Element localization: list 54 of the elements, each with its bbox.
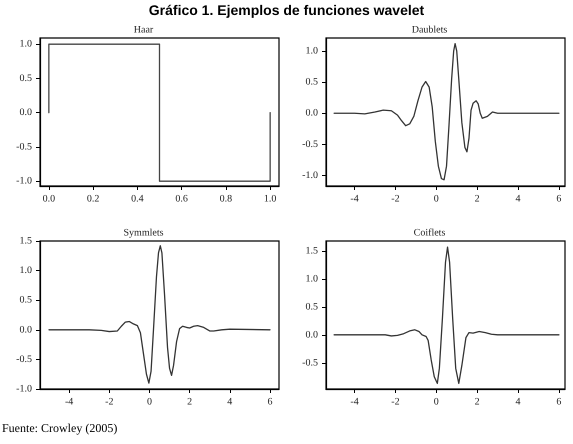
x-tick-label: -2 xyxy=(391,396,400,408)
y-tick-label: -1.0 xyxy=(16,384,32,394)
y-tick-label: -0.5 xyxy=(302,138,318,150)
y-tick-label: 1.0 xyxy=(20,38,32,50)
y-tick-label: 1.0 xyxy=(306,46,318,57)
y-tick-label: -0.5 xyxy=(16,141,32,152)
chart-title: Haar xyxy=(134,24,154,36)
y-tick-label: 0.5 xyxy=(20,72,32,84)
x-tick-label: 0.4 xyxy=(131,194,144,204)
chart-title: Coiflets xyxy=(414,228,446,238)
x-tick-label: 0 xyxy=(434,194,439,204)
y-tick-label: 0.5 xyxy=(306,301,318,312)
y-tick-label: 0.5 xyxy=(306,76,318,88)
y-tick-label: 0.0 xyxy=(306,329,318,340)
x-tick-label: 2 xyxy=(187,396,192,408)
y-tick-label: 0.0 xyxy=(306,108,318,119)
y-tick-label: -0.5 xyxy=(16,354,32,365)
x-tick-label: -4 xyxy=(350,194,359,204)
x-tick-label: 4 xyxy=(516,194,521,204)
y-tick-label: -1.0 xyxy=(16,176,32,187)
x-tick-label: -2 xyxy=(105,396,114,408)
y-tick-label: -0.5 xyxy=(302,357,318,368)
y-tick-label: 0.0 xyxy=(20,107,32,118)
source-note: Fuente: Crowley (2005) xyxy=(2,421,118,436)
x-tick-label: 4 xyxy=(227,396,232,408)
x-tick-label: 1.0 xyxy=(264,194,276,204)
line-series xyxy=(334,246,560,384)
chart-title: Symmlets xyxy=(123,228,164,238)
y-tick-label: 1.0 xyxy=(306,273,318,284)
x-tick-label: 0 xyxy=(434,396,439,408)
y-tick-label: 1.5 xyxy=(306,246,318,257)
x-tick-label: 0.6 xyxy=(175,194,188,204)
text: Gráfico 1. Ejemplos de funciones wavelet xyxy=(148,2,426,18)
x-tick-label: 0 xyxy=(146,396,152,408)
x-tick-label: 0.2 xyxy=(86,194,100,204)
x-tick-label: 0.8 xyxy=(220,194,232,204)
x-tick-label: -4 xyxy=(350,396,359,408)
x-tick-label: 6 xyxy=(267,396,272,408)
y-tick-label: 0.0 xyxy=(20,324,32,336)
x-tick-label: -2 xyxy=(391,194,400,204)
y-tick-label: 1.5 xyxy=(20,236,32,246)
line-series xyxy=(334,42,560,180)
x-tick-label: 0.0 xyxy=(42,194,56,204)
x-tick-label: 2 xyxy=(474,396,480,408)
chart-title: Daublets xyxy=(412,24,448,36)
x-tick-label: 4 xyxy=(516,396,521,408)
x-tick-label: 6 xyxy=(556,396,562,408)
x-tick-label: 6 xyxy=(556,194,562,204)
line-series xyxy=(48,245,271,384)
x-tick-label: 2 xyxy=(474,194,480,204)
x-tick-label: -4 xyxy=(64,396,74,408)
y-tick-label: -1.0 xyxy=(302,170,318,181)
y-tick-label: 0.5 xyxy=(20,294,32,306)
y-tick-label: 1.0 xyxy=(20,265,32,276)
